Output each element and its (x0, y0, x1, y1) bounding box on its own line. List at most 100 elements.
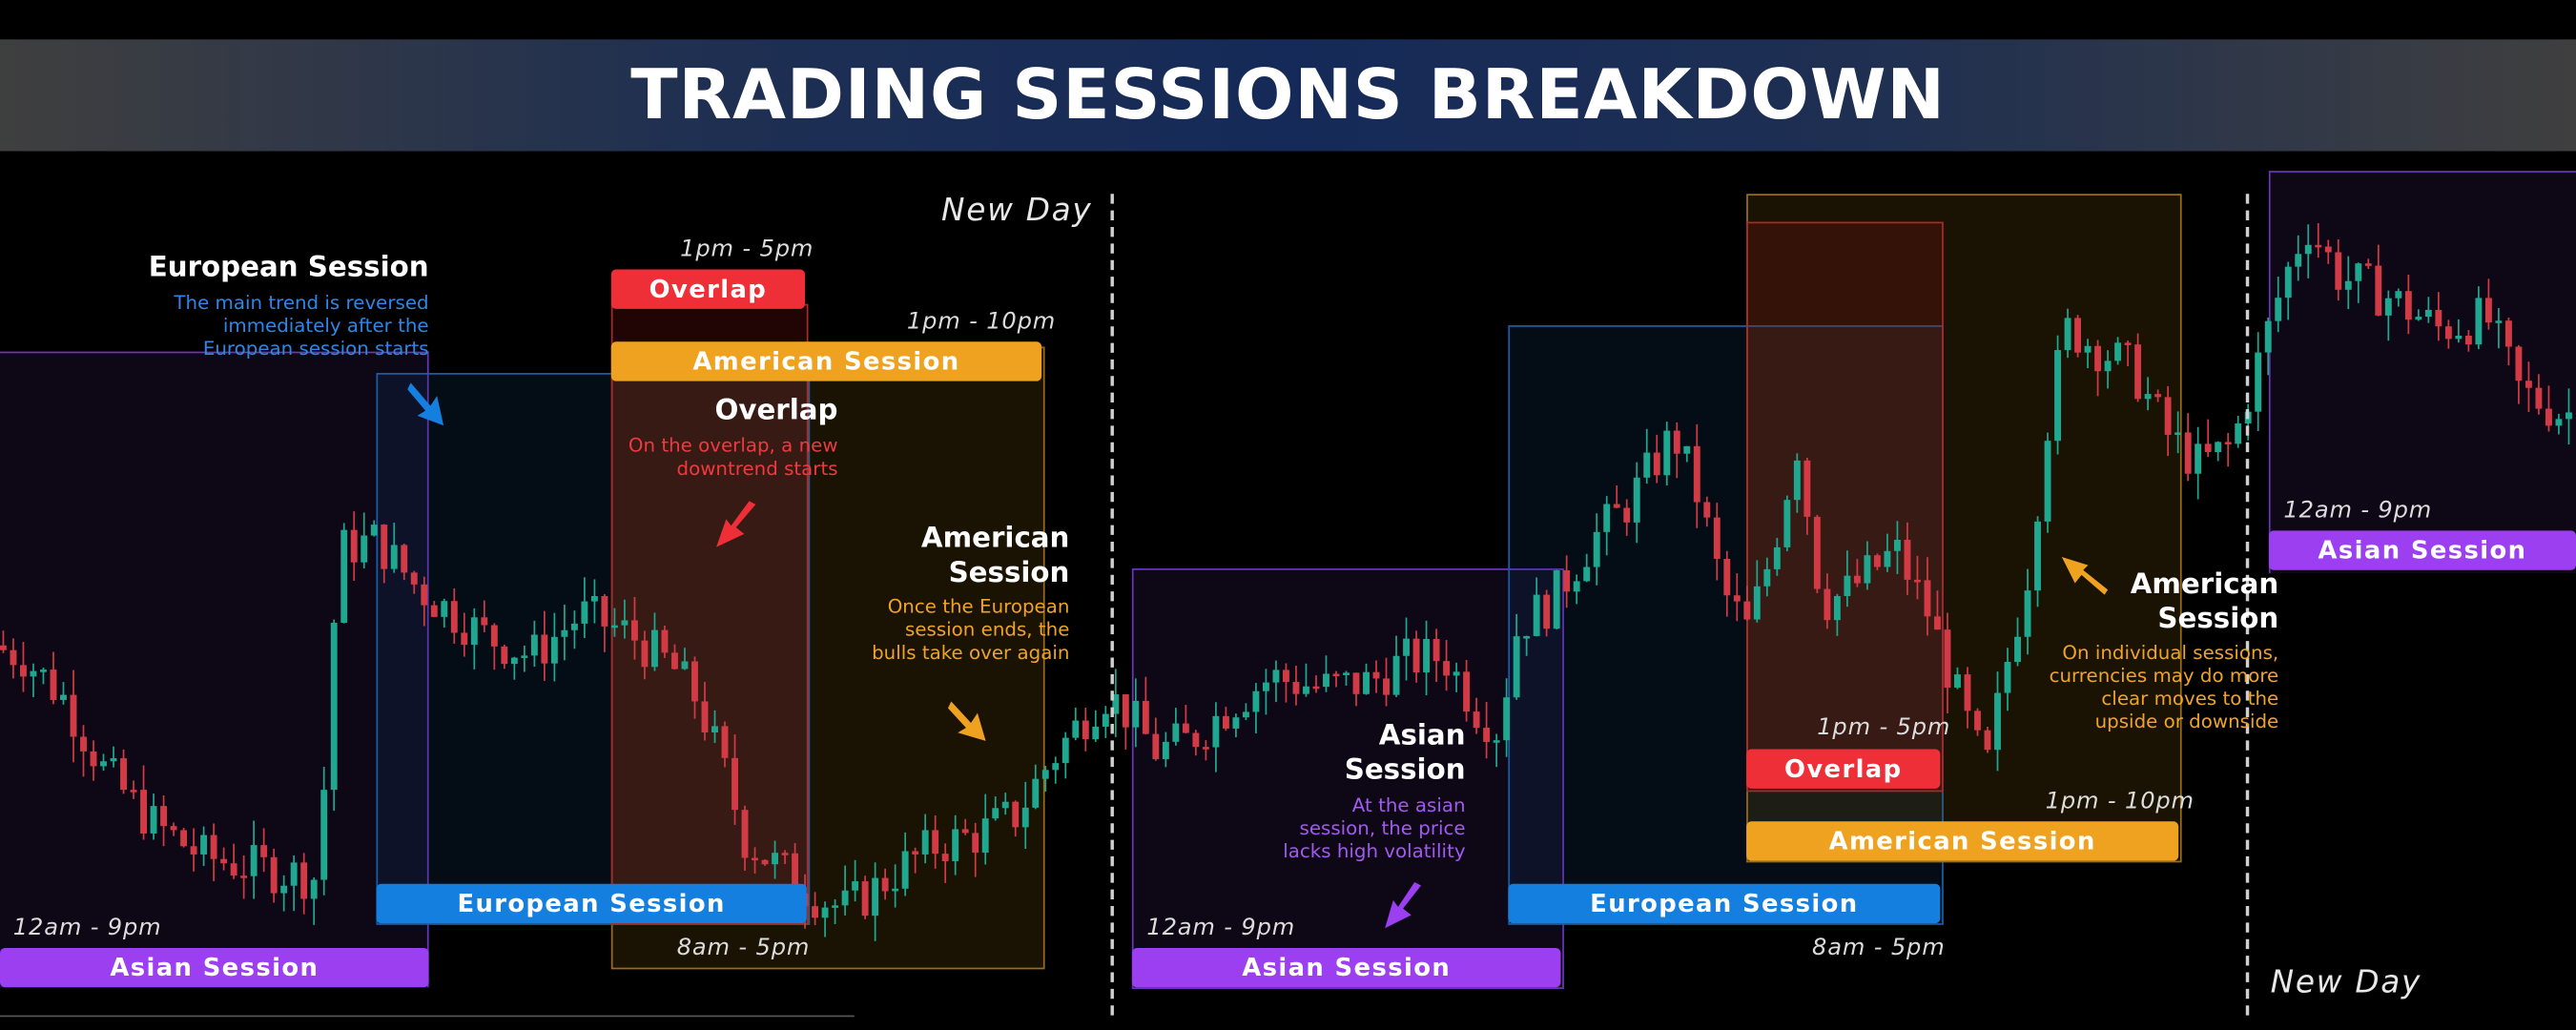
candle-body (390, 545, 398, 569)
american-annotation-text-left: Once the European session ends, the bull… (872, 594, 1070, 664)
candle-body (2064, 318, 2071, 351)
overlap-time-right: 1pm - 5pm (1817, 714, 1951, 741)
candle-body (441, 601, 448, 617)
candle-body (752, 857, 758, 861)
candle-body (330, 622, 338, 791)
candle-body (671, 652, 678, 670)
candle-body (290, 862, 298, 886)
candle-body (1092, 726, 1100, 740)
candle-body (2495, 320, 2503, 323)
candle-body (2295, 254, 2302, 267)
candle-body (160, 806, 168, 827)
candle-body (1964, 674, 1971, 711)
candle-body (260, 845, 268, 857)
candle-body (992, 808, 999, 819)
candle-body (1283, 670, 1289, 682)
candle-body (2195, 443, 2202, 474)
candle-body (1032, 778, 1040, 808)
candle-body (2455, 335, 2463, 340)
candle-body (230, 863, 237, 876)
candle-body (180, 830, 188, 847)
candle-body (1853, 575, 1861, 584)
candle-body (1844, 575, 1851, 596)
candle-body (2355, 263, 2362, 281)
candle-body (621, 620, 629, 626)
asian-zone-right (2268, 171, 2576, 574)
candle-body (1423, 638, 1431, 673)
candle-body (250, 845, 258, 876)
candle-body (1723, 558, 1731, 596)
candle-body (1182, 723, 1189, 733)
candle-body (2404, 291, 2412, 320)
candle-body (190, 846, 197, 855)
candle-body (1643, 452, 1651, 478)
candle-body (2054, 350, 2062, 442)
candle-body (501, 646, 508, 665)
candle-body (1904, 540, 1911, 580)
new-day-line-right (2245, 194, 2250, 1016)
candle-body (1583, 566, 1591, 582)
candle-body (1824, 588, 1831, 621)
candle-body (821, 907, 829, 918)
title-banner (0, 39, 2576, 152)
candle-body (1473, 711, 1480, 729)
candle-body (1312, 686, 1320, 690)
candle-body (1733, 595, 1741, 602)
candle-body (401, 545, 408, 573)
candle-body (1683, 445, 1691, 454)
arrow-down-left-icon (716, 501, 756, 547)
overlap-time-left: 1pm - 5pm (680, 237, 814, 263)
candle-body (1924, 580, 1931, 617)
candle-body (1934, 616, 1941, 630)
candle-body (1292, 681, 1300, 694)
candle-body (70, 694, 77, 737)
candle-body (2004, 662, 2011, 693)
candle-body (2174, 432, 2182, 436)
overlap-annotation-title: Overlap (714, 394, 838, 427)
candle-body (570, 623, 578, 630)
candle-body (1061, 737, 1069, 764)
candle-body (370, 525, 378, 536)
american-session-pill-right: American Session (1746, 821, 2179, 861)
candle-body (1603, 504, 1611, 532)
candle-body (2555, 419, 2563, 426)
asian-session-pill-right: Asian Session (2268, 530, 2576, 570)
american-time-right: 1pm - 10pm (2045, 788, 2195, 815)
candle-body (2074, 318, 2082, 353)
candle-body (2224, 442, 2232, 444)
candle-body (461, 632, 468, 646)
candle-body (1513, 636, 1520, 698)
candle-body (852, 881, 859, 891)
candle-body (2315, 244, 2322, 248)
candle-body (470, 617, 478, 646)
asian-time-mid: 12am - 9pm (1146, 915, 1296, 942)
asian-annotation-title: Asian Session (1344, 719, 1466, 788)
candle-body (1463, 671, 1471, 712)
candle-body (2215, 442, 2222, 453)
candle-body (1563, 570, 1571, 592)
new-day-label-left: New Day (941, 192, 1093, 229)
candle-body (561, 629, 568, 637)
candle-body (50, 670, 57, 700)
candle-body (1323, 673, 1329, 688)
european-annotation-text: The main trend is reversed immediately a… (174, 290, 429, 360)
candle-body (2464, 335, 2472, 345)
candle-body (1453, 671, 1460, 676)
candle-body (210, 834, 217, 859)
candle-body (841, 890, 849, 906)
candle-body (2395, 291, 2402, 299)
candle-body (2084, 345, 2092, 353)
candle-body (1783, 500, 1791, 547)
candle-body (1984, 730, 1991, 751)
candle-body (1403, 638, 1410, 656)
candle-body (981, 818, 989, 854)
candle-body (2504, 320, 2512, 347)
candle-body (1212, 715, 1220, 748)
candle-body (1332, 673, 1340, 677)
candle-body (861, 881, 869, 917)
candle-body (972, 833, 979, 854)
candle-body (1994, 692, 2001, 751)
candle-body (1613, 504, 1620, 508)
candle-body (2104, 360, 2112, 372)
